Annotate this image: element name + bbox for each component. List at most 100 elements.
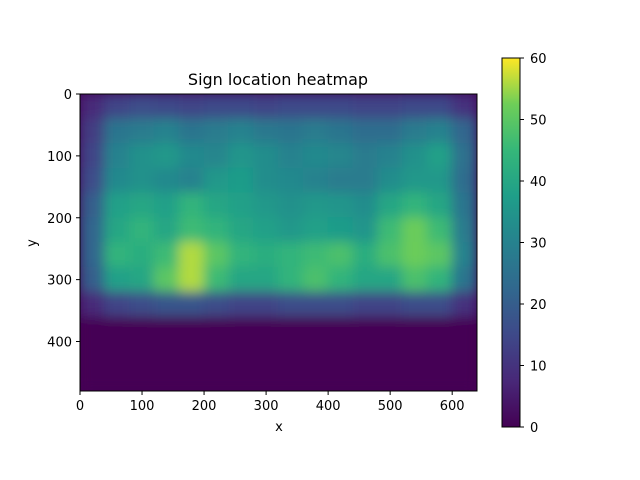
heatmap-cell — [203, 365, 230, 391]
heatmap-cell — [228, 192, 255, 219]
heatmap-cell — [129, 167, 155, 194]
heatmap-cell — [153, 217, 180, 243]
heatmap-cell — [302, 341, 329, 367]
heatmap-cell — [451, 143, 477, 169]
heatmap-cell — [153, 118, 180, 144]
heatmap-cell — [80, 316, 106, 342]
heatmap-cell — [228, 365, 255, 391]
heatmap-cell — [104, 192, 131, 219]
heatmap-cell — [153, 291, 180, 318]
heatmap-cell — [426, 266, 453, 293]
heatmap-cell — [80, 341, 106, 367]
heatmap-cell — [129, 341, 155, 367]
heatmap-cell — [203, 266, 230, 293]
heatmap-cell — [104, 143, 131, 169]
colorbar-ticks: 0 10 20 30 40 50 60 — [520, 52, 547, 436]
colorbar-tick-label: 60 — [530, 52, 547, 67]
heatmap-cell — [302, 242, 329, 268]
colorbar-tick-label: 30 — [530, 237, 547, 252]
heatmap-cell — [203, 143, 230, 169]
heatmap-cell — [253, 118, 279, 144]
heatmap-cell — [327, 192, 354, 219]
heatmap-cell — [327, 341, 354, 367]
heatmap-cell — [153, 341, 180, 367]
heatmap-cell — [228, 291, 255, 318]
heatmap-cell — [80, 94, 106, 120]
heatmap-cell — [178, 217, 205, 243]
colorbar-tick-label: 0 — [530, 421, 538, 436]
heatmap-cell — [377, 341, 404, 367]
heatmap-cell — [253, 341, 279, 367]
heatmap-cell — [153, 167, 180, 194]
heatmap-cell — [178, 291, 205, 318]
x-tick-label: 0 — [76, 399, 84, 414]
heatmap-cell — [278, 266, 304, 293]
heatmap-cell — [278, 291, 304, 318]
heatmap-cell — [302, 266, 329, 293]
heatmap-cell — [203, 341, 230, 367]
heatmap-cell — [80, 217, 106, 243]
heatmap-cell — [402, 266, 428, 293]
heatmap-cell — [451, 365, 477, 391]
heatmap-cell — [228, 316, 255, 342]
heatmap-cell — [228, 118, 255, 144]
heatmap-cell — [426, 242, 453, 268]
heatmap-cell — [203, 291, 230, 318]
plot-area — [80, 94, 477, 391]
heatmap-cell — [377, 266, 404, 293]
heatmap-cell — [278, 316, 304, 342]
heatmap-cell — [426, 316, 453, 342]
heatmap-cell — [104, 341, 131, 367]
heatmap-cell — [426, 192, 453, 219]
heatmap-cell — [426, 118, 453, 144]
heatmap-cell — [278, 143, 304, 169]
y-axis-label: y — [25, 239, 40, 247]
heatmap-cell — [278, 341, 304, 367]
heatmap-cell — [80, 291, 106, 318]
heatmap-cell — [228, 143, 255, 169]
heatmap-cell — [228, 217, 255, 243]
heatmap-cell — [352, 143, 379, 169]
x-axis: 0 100 200 300 400 500 600 — [76, 391, 465, 414]
heatmap-cell — [104, 118, 131, 144]
heatmap-cell — [178, 242, 205, 268]
heatmap-cell — [352, 167, 379, 194]
heatmap-cell — [253, 316, 279, 342]
heatmap-cell — [451, 291, 477, 318]
heatmap-cell — [451, 217, 477, 243]
heatmap-cell — [203, 316, 230, 342]
heatmap-cell — [426, 217, 453, 243]
heatmap-cell — [377, 217, 404, 243]
heatmap-cell — [80, 242, 106, 268]
heatmap-cell — [402, 192, 428, 219]
heatmap-cell — [129, 94, 155, 120]
heatmap-cell — [104, 266, 131, 293]
heatmap-cell — [278, 94, 304, 120]
heatmap-cell — [402, 341, 428, 367]
heatmap-cell — [80, 143, 106, 169]
heatmap-cell — [451, 167, 477, 194]
plot-frame — [79, 93, 478, 392]
heatmap-cell — [352, 192, 379, 219]
heatmap-cell — [451, 316, 477, 342]
heatmap-cell — [352, 341, 379, 367]
heatmap-cell — [228, 242, 255, 268]
heatmap-cell — [402, 118, 428, 144]
heatmap-cell — [129, 192, 155, 219]
heatmap-cell — [327, 242, 354, 268]
heatmap-cell — [352, 291, 379, 318]
heatmap-cell — [104, 316, 131, 342]
heatmap-cell — [402, 217, 428, 243]
heatmap-cell — [352, 94, 379, 120]
heatmap-cell — [178, 341, 205, 367]
x-tick-label: 400 — [316, 399, 341, 414]
heatmap-cell — [302, 217, 329, 243]
heatmap-cell — [153, 143, 180, 169]
heatmap-cell — [178, 266, 205, 293]
heatmap-cell — [203, 167, 230, 194]
heatmap-cell — [352, 316, 379, 342]
heatmap-cell — [352, 118, 379, 144]
heatmap-cell — [153, 192, 180, 219]
heatmap-cell — [104, 365, 131, 391]
heatmap-cell — [451, 341, 477, 367]
